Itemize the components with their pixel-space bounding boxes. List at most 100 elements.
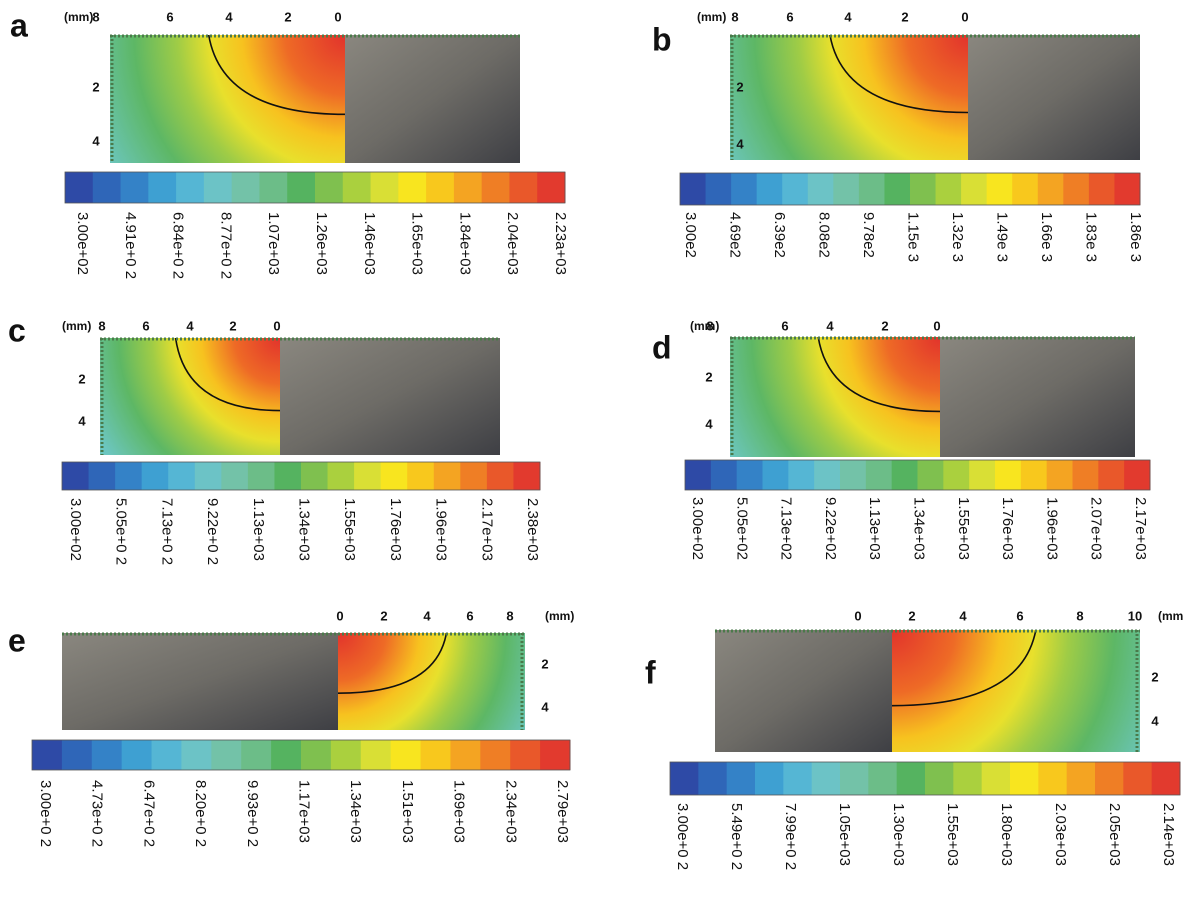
- colorbar-cell: [354, 462, 381, 490]
- colorbar-label: 1.55e+03: [944, 803, 961, 866]
- x-tick-label: 2: [229, 318, 236, 333]
- colorbar-cell: [918, 460, 944, 490]
- colorbar-cell: [892, 460, 918, 490]
- colorbar-cell: [181, 740, 211, 770]
- colorbar-label: 2.23a+03: [552, 212, 569, 275]
- axis-unit: (mm): [62, 319, 91, 333]
- colorbar-cell: [1123, 762, 1152, 795]
- colorbar-cell: [814, 460, 840, 490]
- micrograph: [280, 338, 500, 455]
- colorbar-cell: [1095, 762, 1124, 795]
- colorbar-label: 7.99e+0 2: [782, 803, 799, 870]
- axis-unit: (mm): [697, 10, 726, 24]
- colorbar-cell: [510, 740, 540, 770]
- colorbar-cell: [204, 172, 232, 203]
- colorbar-label: 2.34e+03: [502, 780, 519, 843]
- temperature-field: [730, 35, 968, 160]
- colorbar-label: 9.78e2: [860, 212, 877, 258]
- x-tick-label: 8: [506, 608, 513, 623]
- colorbar-label: 4.73e+0 2: [89, 780, 106, 847]
- colorbar-cell: [487, 462, 514, 490]
- x-tick-label: 4: [959, 608, 967, 623]
- colorbar-cell: [482, 172, 510, 203]
- x-tick-label: 8: [1076, 608, 1083, 623]
- colorbar-label: 2.05e+03: [1106, 803, 1123, 866]
- colorbar-cell: [122, 740, 152, 770]
- colorbar-label: 2.03e+03: [1052, 803, 1069, 866]
- colorbar-cell: [737, 460, 763, 490]
- colorbar-cell: [757, 173, 783, 205]
- colorbar-cell: [1038, 173, 1064, 205]
- colorbar-label: 1.34e+03: [347, 780, 364, 843]
- x-tick-label: 10: [1128, 608, 1142, 623]
- colorbar-cell: [1098, 460, 1124, 490]
- colorbar-cell: [32, 740, 62, 770]
- colorbar-label: 8.20e+0 2: [192, 780, 209, 847]
- colorbar-cell: [92, 740, 122, 770]
- x-tick-label: 6: [1016, 608, 1023, 623]
- x-tick-label: 4: [826, 318, 834, 333]
- colorbar-label: 1.30e+03: [890, 803, 907, 866]
- colorbar-cell: [788, 460, 814, 490]
- colorbar-label: 1.13e+03: [866, 497, 883, 560]
- colorbar-cell: [755, 762, 784, 795]
- colorbar-cell: [685, 460, 711, 490]
- colorbar-cell: [840, 460, 866, 490]
- y-tick-label: 2: [1151, 669, 1158, 684]
- colorbar-cell: [513, 462, 540, 490]
- colorbar-cell: [421, 740, 451, 770]
- colorbar-label: 7.13e+02: [778, 497, 795, 560]
- micrograph: [715, 630, 892, 752]
- colorbar-cell: [343, 172, 371, 203]
- axis-unit: (mm: [1158, 609, 1183, 623]
- y-tick-label: 2: [92, 79, 99, 94]
- colorbar-cell: [698, 762, 727, 795]
- temperature-field: [110, 35, 345, 163]
- colorbar-cell: [1089, 173, 1115, 205]
- colorbar-label: 1.07e+03: [265, 212, 282, 275]
- y-tick-label: 4: [1151, 713, 1159, 728]
- colorbar-cell: [1114, 173, 1140, 205]
- x-tick-label: 6: [466, 608, 473, 623]
- colorbar-cell: [812, 762, 841, 795]
- colorbar-cell: [176, 172, 204, 203]
- colorbar-label: 1.66e 3: [1038, 212, 1055, 262]
- colorbar-cell: [221, 462, 248, 490]
- panel-letter: b: [652, 21, 672, 57]
- y-tick-label: 4: [705, 416, 713, 431]
- temperature-field: [100, 338, 280, 455]
- colorbar-label: 1.05e+03: [836, 803, 853, 866]
- colorbar-cell: [62, 740, 92, 770]
- panel-letter: e: [8, 622, 26, 658]
- colorbar-label: 1.49e 3: [994, 212, 1011, 262]
- colorbar-label: 1.96e+03: [433, 498, 450, 561]
- colorbar-cell: [331, 740, 361, 770]
- colorbar-label: 1.76e+03: [999, 497, 1016, 560]
- colorbar-cell: [259, 172, 287, 203]
- colorbar-cell: [480, 740, 510, 770]
- colorbar-cell: [89, 462, 116, 490]
- colorbar-cell: [782, 173, 808, 205]
- colorbar-cell: [969, 460, 995, 490]
- colorbar-label: 2.07e+03: [1088, 497, 1105, 560]
- colorbar-cell: [62, 462, 89, 490]
- colorbar-label: 1.26e+03: [313, 212, 330, 275]
- colorbar-label: 2.79e+03: [554, 780, 571, 843]
- colorbar-cell: [148, 172, 176, 203]
- colorbar-label: 6.47e+0 2: [140, 780, 157, 847]
- x-tick-label: 6: [142, 318, 149, 333]
- colorbar-label: 1.65e+03: [409, 212, 426, 275]
- colorbar-label: 5.05e+0 2: [113, 498, 130, 565]
- colorbar-label: 1.69e+03: [451, 780, 468, 843]
- colorbar-label: 3.00e+0 2: [37, 780, 54, 847]
- colorbar-label: 1.86e 3: [1127, 212, 1144, 262]
- x-tick-label: 2: [284, 9, 291, 24]
- colorbar-cell: [982, 762, 1011, 795]
- micrograph: [968, 35, 1140, 160]
- colorbar-cell: [426, 172, 454, 203]
- colorbar-cell: [121, 172, 149, 203]
- colorbar-cell: [328, 462, 355, 490]
